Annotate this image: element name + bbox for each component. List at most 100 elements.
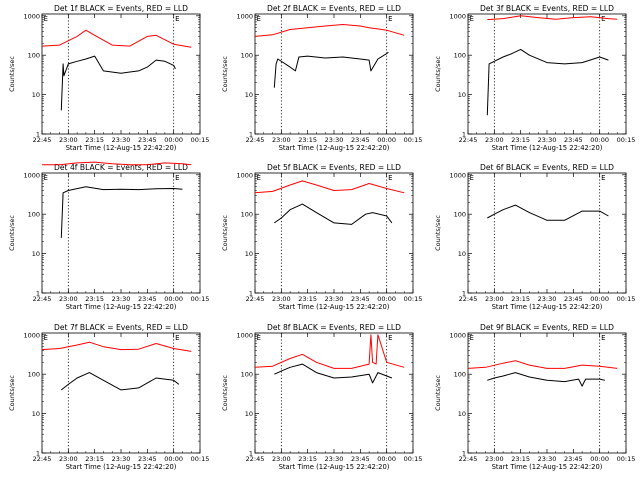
y-axis-label: Counts/sec [8,56,16,92]
event-marker-label: E [257,174,261,182]
y-tick-label: 1000 [236,12,253,20]
y-tick-label: 100 [28,211,40,219]
x-axis-label: Start Time (12-Aug-15 22:42:20) [492,303,603,311]
y-tick-label: 1 [249,450,253,458]
x-tick-label: 23:45 [351,295,370,303]
chart-panel-9: Det 9f BLACK = Events, RED = LLD 1 10 100 10… [434,323,635,471]
plot-frame [254,172,414,294]
x-tick-label: 23:15 [511,455,530,463]
x-tick-label: 23:00 [272,455,291,463]
series-line-lld [42,161,192,166]
x-tick-label: 00:15 [617,295,636,303]
x-tick-label: 22:45 [33,136,52,144]
chart-panel-5: Det 5f BLACK = Events, RED = LLD 1 10 100 10… [221,163,422,311]
x-tick-label: 22:45 [246,455,265,463]
y-tick-label: 10 [245,91,253,99]
x-tick-label: 00:00 [164,295,183,303]
chart-title: Det 5f BLACK = Events, RED = LLD [267,163,401,172]
series-line-events [487,372,606,387]
series-line-lld [41,29,192,48]
series-line-events [273,51,389,88]
x-tick-label: 22:45 [246,136,265,144]
series-line-events [274,203,393,225]
event-marker-label: E [470,15,474,23]
x-axis-label: Start Time (12-Aug-15 22:42:20) [492,144,603,152]
x-tick-label: 23:30 [112,295,131,303]
x-tick-label: 23:15 [511,295,530,303]
y-tick-label: 1000 [449,331,466,339]
y-tick-label: 100 [454,52,466,60]
x-axis-label: Start Time (12-Aug-15 22:42:20) [279,144,390,152]
chart-title: Det 9f BLACK = Events, RED = LLD [480,323,614,332]
y-tick-label: 1 [462,450,466,458]
plot-frame [467,172,627,294]
chart-title: Det 2f BLACK = Events, RED = LLD [267,4,401,13]
y-tick-label: 100 [241,52,253,60]
x-tick-label: 23:30 [112,136,131,144]
y-tick-label: 100 [454,371,466,379]
series-line-events [60,55,176,111]
y-tick-label: 1 [249,131,253,139]
event-marker-label: E [470,174,474,182]
series-line-lld [41,341,192,352]
event-marker-label: E [601,334,605,342]
plot-frame [467,13,627,135]
plot-frame [254,332,414,454]
y-tick-label: 1 [462,131,466,139]
y-tick-label: 10 [32,250,40,258]
series-line-events [486,48,609,116]
x-axis-label: Start Time (12-Aug-15 22:42:20) [279,303,390,311]
x-tick-label: 23:00 [485,295,504,303]
x-tick-label: 22:45 [459,455,478,463]
y-axis-label: Counts/sec [434,215,442,251]
x-tick-label: 00:00 [377,295,396,303]
chart-panel-3: Det 3f BLACK = Events, RED = LLD 1 10 100 10… [434,4,635,152]
x-tick-label: 23:30 [325,295,344,303]
x-tick-label: 23:45 [564,136,583,144]
x-tick-label: 23:30 [112,455,131,463]
y-axis-label: Counts/sec [434,375,442,411]
y-axis-label: Counts/sec [8,215,16,251]
y-tick-label: 1 [249,290,253,298]
chart-panel-2: Det 2f BLACK = Events, RED = LLD 1 10 100 10… [221,4,422,152]
x-tick-label: 22:45 [459,136,478,144]
x-tick-label: 23:30 [325,455,344,463]
y-tick-label: 10 [458,91,466,99]
y-tick-label: 1 [36,290,40,298]
x-tick-label: 23:15 [85,295,104,303]
x-tick-label: 00:15 [191,455,210,463]
y-tick-label: 1000 [23,331,40,339]
chart-title: Det 4f BLACK = Events, RED = LLD [54,163,188,172]
chart-panel-4: Det 4f BLACK = Events, RED = LLD 1 10 100 10… [8,161,209,311]
series-line-events [274,363,393,384]
x-tick-label: 00:00 [590,295,609,303]
y-tick-label: 10 [458,250,466,258]
y-tick-label: 1000 [23,171,40,179]
x-tick-label: 23:00 [59,295,78,303]
x-tick-label: 23:15 [298,455,317,463]
chart-title: Det 7f BLACK = Events, RED = LLD [54,323,188,332]
x-tick-label: 23:15 [85,136,104,144]
y-tick-label: 1 [462,290,466,298]
series-line-lld [254,180,405,194]
y-tick-label: 1000 [449,171,466,179]
x-tick-label: 00:15 [617,455,636,463]
x-tick-label: 23:00 [59,136,78,144]
x-tick-label: 00:00 [164,136,183,144]
chart-panel-6: Det 6f BLACK = Events, RED = LLD 1 10 100 10… [434,163,635,311]
y-axis-label: Counts/sec [434,56,442,92]
x-tick-label: 22:45 [246,295,265,303]
y-axis-label: Counts/sec [221,375,229,411]
x-tick-label: 00:15 [617,136,636,144]
x-tick-label: 23:45 [138,136,157,144]
x-axis-label: Start Time (12-Aug-15 22:42:20) [66,303,177,311]
event-marker-label: E [257,15,261,23]
chart-title: Det 3f BLACK = Events, RED = LLD [480,4,614,13]
x-tick-label: 00:00 [164,455,183,463]
y-tick-label: 10 [245,410,253,418]
y-axis-label: Counts/sec [221,215,229,251]
x-axis-label: Start Time (12-Aug-15 22:42:20) [279,463,390,471]
x-tick-label: 22:45 [33,455,52,463]
event-marker-label: E [44,334,48,342]
